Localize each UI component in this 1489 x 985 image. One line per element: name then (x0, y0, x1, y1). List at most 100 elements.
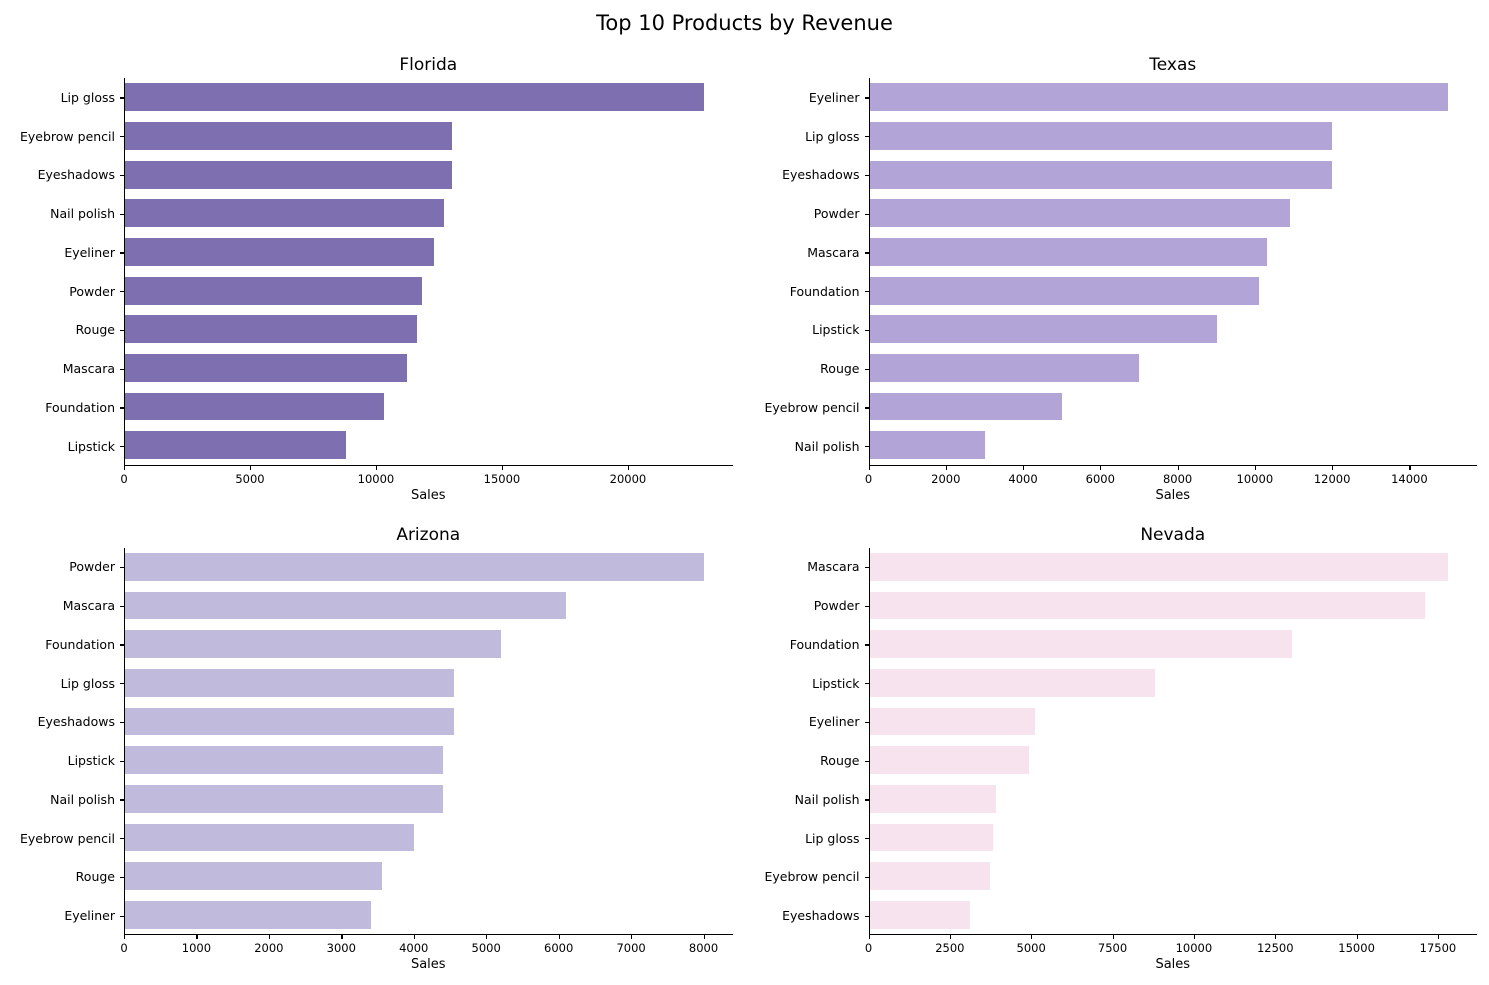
x-tick-label: 10000 (1236, 471, 1274, 486)
bar-row (869, 895, 1478, 934)
bar-row (869, 426, 1478, 465)
x-tick-mark (1193, 935, 1196, 939)
y-tick-mark (120, 213, 124, 215)
bar-row (869, 387, 1478, 426)
subplot-texas: Texas Eyeliner Lip gloss Eyeshadows Powder Ma… (745, 46, 1489, 516)
x-axis-ticks: 0 1000 2000 3000 4000 5000 6000 7000 8000 (120, 935, 733, 957)
bar-row (869, 702, 1478, 741)
plot-column: 0 2000 4000 6000 8000 10000 12000 14000 (865, 78, 1478, 488)
x-axis-label: Sales (1155, 487, 1191, 503)
x-tick-mark (1100, 465, 1102, 470)
bar-row (125, 387, 733, 426)
plot-area (124, 547, 733, 935)
bar-row (869, 818, 1478, 857)
bar (869, 83, 1449, 112)
category-label: Nail polish (747, 780, 869, 819)
x-tick-label: 12000 (1313, 471, 1351, 486)
category-label: Powder (747, 586, 869, 625)
category-label: Eyebrow pencil (2, 819, 124, 858)
category-label: Eyebrow pencil (747, 388, 869, 427)
x-tick-mark (1177, 465, 1179, 470)
bar (869, 431, 986, 460)
x-tick-label: 15000 (1338, 941, 1375, 955)
bar-row (869, 155, 1478, 194)
y-tick-mark (120, 407, 124, 409)
bar-row (125, 586, 733, 625)
x-tick-label: 0 (864, 471, 873, 486)
y-axis-labels: Lip gloss Eyebrow pencil Eyeshadows Nail po… (2, 78, 124, 488)
x-tick-mark (1356, 935, 1358, 939)
category-label: Mascara (747, 233, 869, 272)
subplot-florida: Florida Lip gloss Eyebrow pencil Eyeshadows… (0, 46, 745, 516)
bar-row (125, 194, 733, 233)
category-label: Lipstick (2, 427, 124, 466)
plot-main: Lip gloss Eyebrow pencil Eyeshadows Nail po… (2, 78, 733, 488)
y-tick-mark (120, 915, 124, 917)
y-axis-labels: Mascara Powder Foundation Lipstick Eyeliner R… (747, 548, 869, 958)
x-tick-label: 8000 (688, 941, 719, 955)
x-tick-label: 2000 (931, 471, 961, 486)
bar (125, 630, 502, 659)
bar-row (869, 271, 1478, 310)
x-tick-label: 5000 (1016, 941, 1046, 955)
x-tick-label: 2000 (254, 941, 284, 955)
y-tick-mark (864, 566, 869, 569)
x-tick-label: 7500 (1097, 941, 1128, 955)
x-tick-mark (1275, 935, 1277, 939)
x-tick-label: 15000 (483, 471, 521, 486)
category-label: Eyeliner (2, 233, 124, 272)
bar (869, 160, 1333, 189)
y-tick-mark (120, 721, 124, 724)
bar (125, 431, 347, 460)
y-tick-mark (120, 252, 124, 254)
y-tick-mark (864, 838, 869, 840)
x-tick-mark (124, 465, 126, 470)
subplot-title: Arizona (396, 524, 461, 545)
x-tick-mark (949, 935, 952, 939)
bar (125, 238, 435, 266)
x-tick-label: 12500 (1256, 941, 1294, 955)
category-label: Lipstick (2, 741, 124, 780)
category-label: Powder (2, 548, 124, 587)
bar (125, 823, 415, 852)
bar (125, 83, 704, 112)
plot-column: 0 1000 2000 3000 4000 5000 6000 7000 8000 (120, 547, 733, 958)
x-tick-mark (341, 935, 343, 939)
category-label: Mascara (2, 349, 124, 388)
x-tick-mark (268, 935, 271, 939)
category-label: Lip gloss (2, 664, 124, 703)
y-tick-mark (864, 136, 869, 138)
bar (125, 862, 382, 890)
bar (869, 354, 1140, 382)
y-tick-mark (864, 605, 869, 607)
x-tick-mark (631, 935, 633, 939)
category-label: Eyebrow pencil (2, 117, 124, 156)
category-label: Eyeshadows (747, 896, 869, 935)
category-label: Nail polish (2, 780, 124, 819)
y-tick-mark (864, 799, 869, 801)
bar-row (125, 741, 733, 780)
x-tick-label: 0 (864, 941, 873, 955)
bar-row (125, 779, 733, 818)
plot-column: 0 5000 10000 15000 20000 (120, 78, 733, 488)
x-tick-mark (1112, 935, 1114, 939)
x-tick-label: 6000 (1085, 471, 1115, 486)
charts-grid: Florida Lip gloss Eyebrow pencil Eyeshadows… (0, 46, 1489, 985)
y-tick-mark (120, 760, 124, 762)
y-tick-mark (864, 174, 869, 177)
bar-row (125, 663, 733, 702)
x-tick-mark (1023, 465, 1025, 470)
y-tick-mark (120, 683, 124, 685)
x-tick-mark (375, 465, 378, 470)
x-axis-label: Sales (1155, 957, 1191, 972)
bar-row (869, 349, 1478, 388)
category-label: Rouge (747, 741, 869, 780)
category-label: Lipstick (747, 664, 869, 703)
y-tick-mark (120, 368, 124, 370)
x-tick-mark (1332, 465, 1334, 470)
plot-column: 0 2500 5000 7500 10000 12500 15000 17500 (865, 547, 1478, 958)
bar (125, 552, 704, 581)
x-tick-label: 14000 (1391, 471, 1428, 486)
bar (869, 900, 971, 929)
